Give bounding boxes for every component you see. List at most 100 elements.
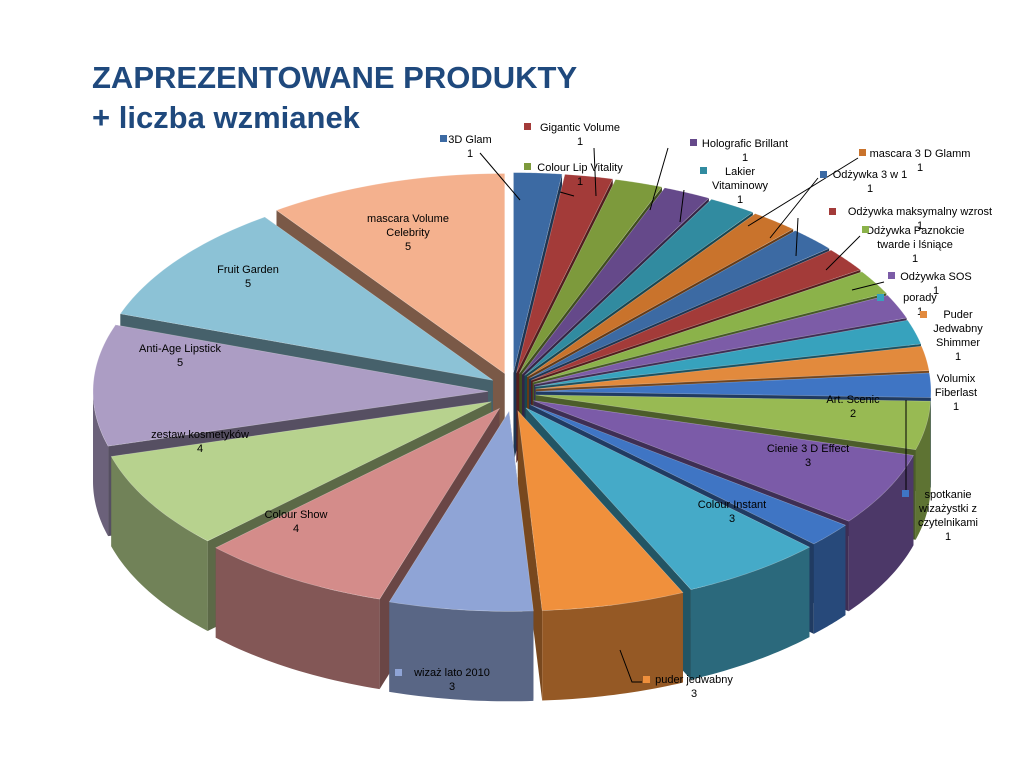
slice-top [521,187,710,375]
leader-line [479,152,521,201]
data-label: puder jedwabny 3 [643,674,733,700]
data-label-text: Fiberlast [935,387,977,399]
legend-key [690,139,697,146]
data-label-value: 1 [867,183,873,195]
legend-key [643,676,650,683]
slice-top [534,294,908,385]
slice-rim [215,547,380,690]
slice-top [519,179,663,374]
slice-top [535,394,931,451]
data-label: Lakier Vitaminowy 1 [700,166,769,206]
legend-key [862,226,869,233]
data-label-value: 5 [177,357,183,369]
data-label-text: Colour Lip Vitality [537,162,623,174]
data-label-text: mascara 3 D Glamm [870,148,971,160]
data-label: wizaż lato 2010 3 [395,667,490,693]
data-label: Fruit Garden 5 [217,264,279,290]
legend-key [440,135,447,142]
slice-rim [389,601,534,702]
leader-line [769,177,819,239]
leader-line [593,147,597,197]
legend-key [902,490,909,497]
pie-slice [517,409,684,701]
legend-key [524,163,531,170]
data-label-value: 1 [945,531,951,543]
data-label: Colour Show 4 [265,509,328,535]
data-label-value: 5 [245,278,251,290]
data-label: Puder Jedwabny Shimmer 1 [920,309,983,363]
slice-rim [542,592,683,701]
data-label: Gigantic Volume 1 [524,122,620,148]
data-label: Anti-Age Lipstick 5 [139,343,221,369]
slice-top [526,213,794,378]
data-label-text: twarde i lśniące [877,239,953,251]
slice-top [513,172,563,373]
data-label: zestaw kosmetyków 4 [151,429,249,455]
data-label-value: 1 [953,401,959,413]
data-label-text: zestaw kosmetyków [151,429,249,441]
data-label: mascara 3 D Glamm 1 [859,148,970,174]
data-label: 3D Glam 1 [440,134,492,160]
data-label-value: 3 [805,457,811,469]
legend-key [888,272,895,279]
leader-line [619,649,642,683]
data-label-text: Vitaminowy [712,180,769,192]
slice-top [535,345,930,390]
leader-line [825,235,861,271]
data-label-text: Shimmer [936,337,980,349]
slice-top [275,173,506,375]
data-label-text: Colour Instant [698,499,766,511]
legend-key [920,311,927,318]
data-label-value: 3 [691,688,697,700]
slice-top [215,407,501,600]
slice-rim [690,547,810,680]
slice-wall [517,410,543,701]
data-label-value: 1 [912,253,918,265]
data-label-value: 1 [742,152,748,164]
title-line-2: + liczba wzmianek [92,100,360,135]
data-label: Odżywka maksymalny wzrost 1 [829,206,992,232]
slice-top [529,230,830,379]
slice-rim [813,525,846,634]
data-label-value: 2 [850,408,856,420]
data-label-text: puder jedwabny [655,674,733,686]
data-label-text: 3D Glam [448,134,491,146]
data-label: spotkanie wizażystki z czytelnikami 1 [902,489,978,543]
data-label-value: 1 [737,194,743,206]
slice-top [530,404,847,545]
legend-key [820,171,827,178]
slice-top [535,372,932,398]
data-label-value: 3 [449,681,455,693]
data-label-text: Volumix [937,373,976,385]
legend-key [920,374,927,381]
leader-line [747,157,859,227]
slice-top [535,319,922,387]
data-label-value: 4 [197,443,203,455]
slice-top [525,407,811,590]
data-label: mascara Volume Celebrity 5 [367,213,449,253]
data-label-text: Holografic Brillant [702,138,788,150]
data-label-text: Jedwabny [933,323,983,335]
data-label-value: 1 [577,136,583,148]
slice-top [532,271,887,383]
slice-rim [93,391,109,537]
data-label-text: Gigantic Volume [540,122,620,134]
slice-rim [848,455,914,612]
data-label-text: Puder [943,309,973,321]
slice-top [388,410,534,612]
data-label: Colour Instant 3 [698,499,766,525]
legend-key [877,294,884,301]
data-label: Odżywka SOS 1 [888,271,972,297]
data-label-value: 1 [917,220,923,232]
data-label-value: 1 [955,351,961,363]
data-label-text: Lakier [725,166,755,178]
data-label-text: czytelnikami [918,517,978,529]
data-label: Cienie 3 D Effect 3 [767,443,849,469]
data-label: Odżywka 3 w 1 1 [820,169,907,195]
data-label-value: 4 [293,523,299,535]
data-label-text: wizażystki z [918,503,977,515]
data-label-text: mascara Volume [367,213,449,225]
legend-key [859,149,866,156]
legend-key [395,669,402,676]
